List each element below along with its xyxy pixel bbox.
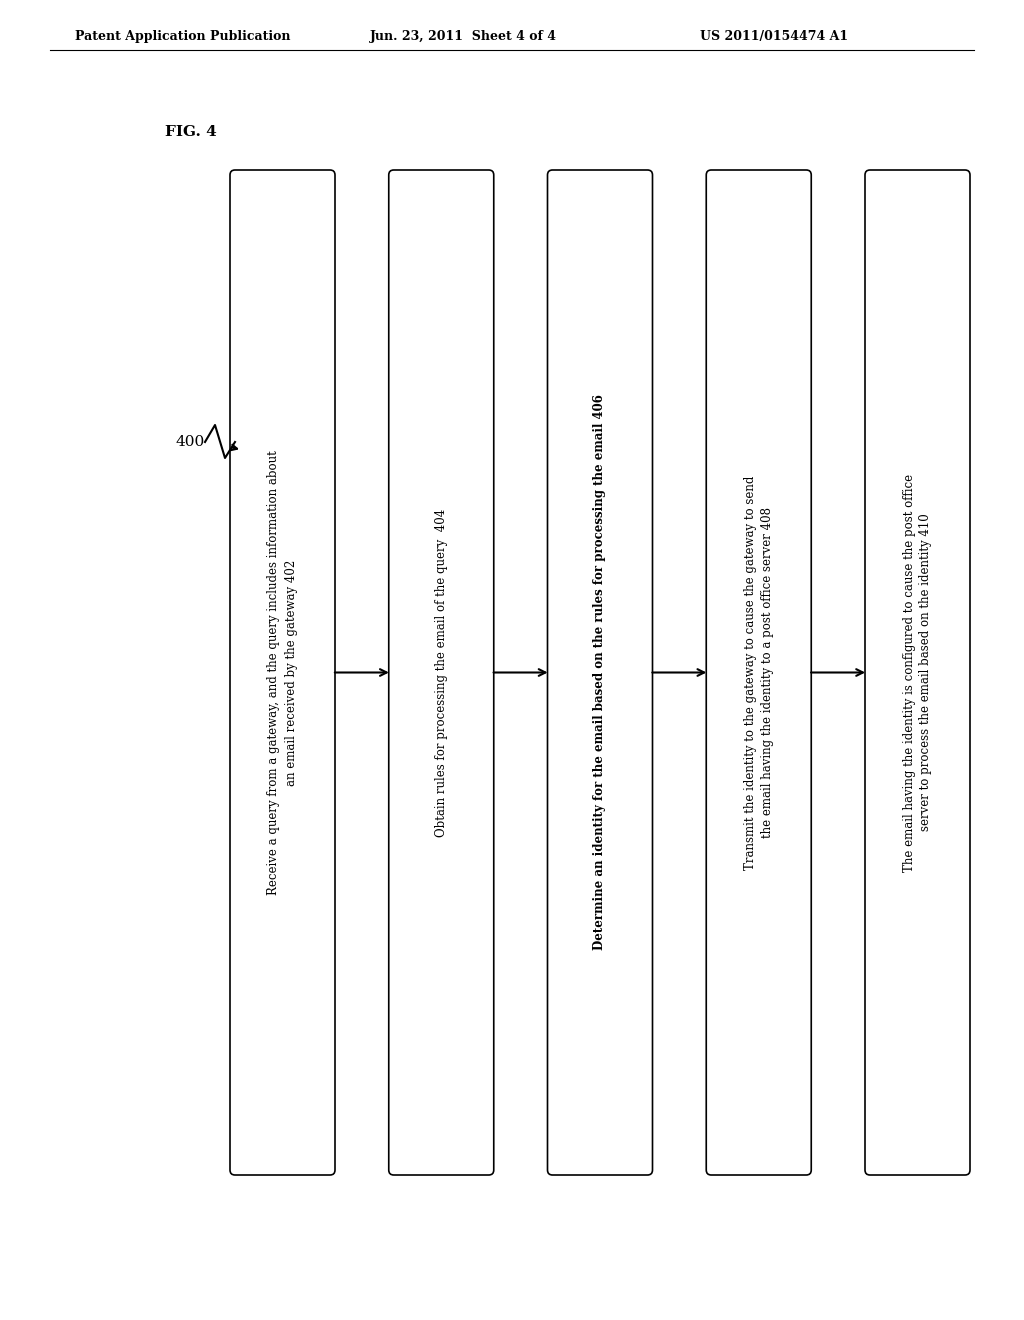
FancyBboxPatch shape	[230, 170, 335, 1175]
FancyBboxPatch shape	[865, 170, 970, 1175]
Text: Receive a query from a gateway, and the query includes information about
an emai: Receive a query from a gateway, and the …	[267, 450, 298, 895]
Text: The email having the identity is configured to cause the post office
server to p: The email having the identity is configu…	[902, 474, 933, 871]
Text: Patent Application Publication: Patent Application Publication	[75, 30, 291, 44]
Text: Determine an identity for the email based on the rules for processing the email : Determine an identity for the email base…	[594, 395, 606, 950]
FancyBboxPatch shape	[389, 170, 494, 1175]
Text: Jun. 23, 2011  Sheet 4 of 4: Jun. 23, 2011 Sheet 4 of 4	[370, 30, 557, 44]
Text: Transmit the identity to the gateway to cause the gateway to send
the email havi: Transmit the identity to the gateway to …	[743, 475, 774, 870]
Text: US 2011/0154474 A1: US 2011/0154474 A1	[700, 30, 848, 44]
Text: FIG. 4: FIG. 4	[165, 125, 217, 139]
FancyBboxPatch shape	[548, 170, 652, 1175]
FancyBboxPatch shape	[707, 170, 811, 1175]
Text: 400: 400	[175, 436, 204, 449]
Text: Obtain rules for processing the email of the query  404: Obtain rules for processing the email of…	[435, 508, 447, 837]
